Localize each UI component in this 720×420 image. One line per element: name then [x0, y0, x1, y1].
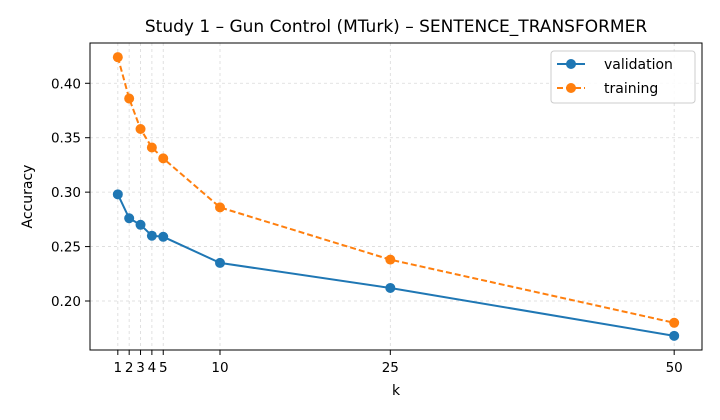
- grid: [90, 43, 702, 350]
- y-axis-label: Accuracy: [20, 165, 36, 229]
- y-tick-label: 0.30: [51, 185, 81, 201]
- x-tick-label: 1: [114, 360, 123, 376]
- data-point-validation: [146, 230, 157, 241]
- x-tick-label: 2: [125, 360, 134, 376]
- x-tick-label: 5: [159, 360, 168, 376]
- data-point-validation: [124, 213, 135, 224]
- data-point-validation: [158, 231, 169, 242]
- x-tick-label: 4: [148, 360, 157, 376]
- series-layer: [112, 52, 680, 341]
- y-tick-label: 0.25: [51, 240, 81, 256]
- data-point-training: [385, 254, 396, 265]
- data-point-validation: [135, 219, 146, 230]
- legend-validation-label: validation: [604, 57, 673, 73]
- x-tick-label: 25: [382, 360, 399, 376]
- legend-box: [550, 50, 696, 104]
- y-tick-label: 0.20: [51, 294, 81, 310]
- x-axis-label: k: [392, 383, 401, 399]
- data-point-training: [215, 202, 226, 213]
- x-axis-ticks: 1 2 3 4 5 10 25 50: [114, 350, 683, 376]
- data-point-training: [124, 93, 135, 104]
- plot-frame: [89, 42, 703, 351]
- data-point-training: [158, 153, 169, 164]
- data-point-validation: [215, 257, 226, 268]
- legend: validation training: [550, 50, 696, 104]
- series-line-training: [116, 56, 675, 324]
- data-point-training: [112, 52, 123, 63]
- y-tick-label: 0.40: [51, 76, 81, 92]
- data-point-validation: [669, 330, 680, 341]
- chart-title: Study 1 – Gun Control (MTurk) – SENTENCE…: [145, 17, 647, 37]
- data-point-training: [669, 317, 680, 328]
- legend-training-marker: [566, 83, 576, 93]
- x-tick-label: 50: [666, 360, 683, 376]
- legend-training-label: training: [604, 81, 658, 97]
- data-point-validation: [385, 282, 396, 293]
- series-line-validation: [116, 193, 675, 337]
- data-point-training: [146, 142, 157, 153]
- data-point-validation: [112, 189, 123, 200]
- y-axis-ticks: 0.20 0.25 0.30 0.35 0.40: [51, 76, 90, 310]
- legend-validation-marker: [566, 59, 576, 69]
- x-tick-label: 3: [136, 360, 145, 376]
- x-tick-label: 10: [211, 360, 228, 376]
- data-point-training: [135, 124, 146, 135]
- y-tick-label: 0.35: [51, 131, 81, 147]
